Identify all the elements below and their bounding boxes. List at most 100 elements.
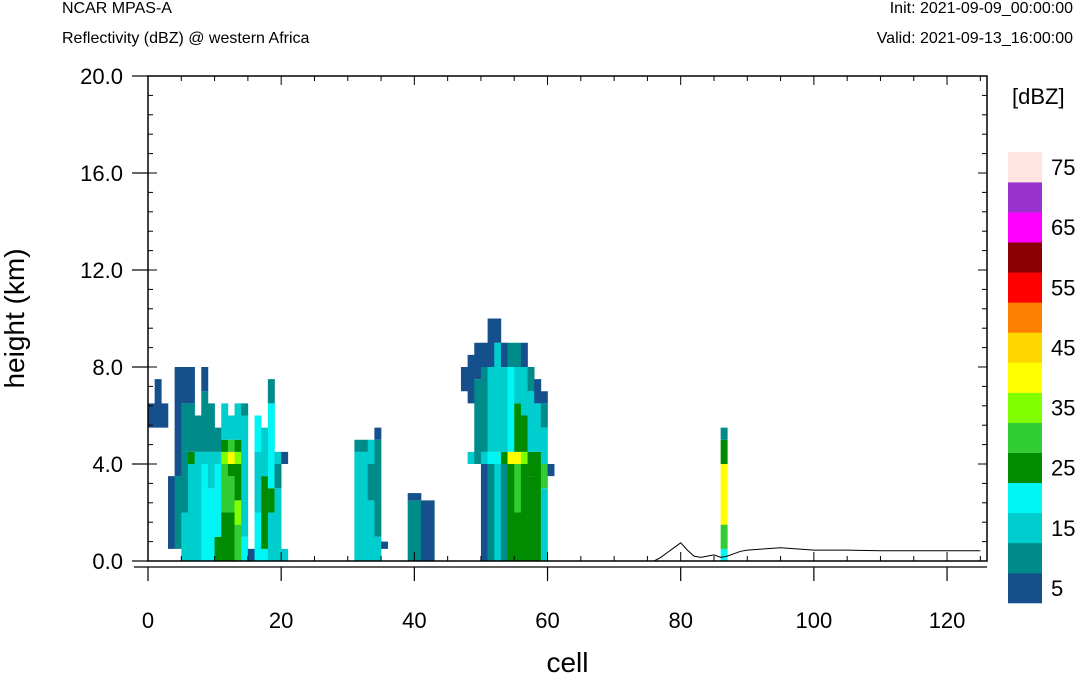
plot-frame (147, 75, 988, 562)
reflectivity-cell (514, 367, 522, 404)
colorbar-swatch (1008, 482, 1042, 514)
reflectivity-cell (161, 403, 169, 428)
reflectivity-cell (174, 367, 182, 477)
reflectivity-cell (241, 536, 249, 561)
reflectivity-cell (494, 318, 502, 343)
reflectivity-cell (187, 403, 195, 452)
reflectivity-cell (187, 367, 195, 404)
reflectivity-cell (507, 451, 515, 465)
reflectivity-cell (227, 512, 235, 561)
reflectivity-cell (181, 512, 189, 561)
colorbar-swatch (1008, 182, 1042, 213)
reflectivity-cell (487, 367, 495, 452)
colorbar-label: 75 (1051, 155, 1075, 180)
y-tick-label: 20.0 (80, 64, 123, 89)
reflectivity-cell (514, 403, 522, 452)
reflectivity-cell (467, 354, 475, 404)
colorbar-swatch (1008, 422, 1042, 453)
reflectivity-cell (241, 415, 249, 501)
reflectivity-cell (267, 403, 275, 489)
reflectivity-cell (194, 415, 202, 452)
reflectivity-cell (540, 488, 548, 561)
reflectivity-cell (261, 548, 269, 562)
colorbar-label: 55 (1051, 275, 1075, 300)
y-tick-label: 8.0 (92, 355, 123, 380)
reflectivity-cell (254, 512, 262, 561)
reflectivity-cell (221, 464, 229, 513)
reflectivity-cell (227, 464, 235, 477)
reflectivity-cell (500, 451, 508, 465)
valid-time: Valid: 2021-09-13_16:00:00 (876, 30, 1073, 47)
reflectivity-cell (514, 342, 522, 367)
reflectivity-cell (207, 451, 215, 489)
colorbar-swatch (1008, 272, 1042, 303)
reflectivity-cell (487, 318, 495, 367)
reflectivity-cell (214, 451, 222, 465)
colorbar-swatch (1008, 572, 1042, 604)
reflectivity-cell (267, 379, 275, 404)
reflectivity-cell (540, 427, 548, 465)
reflectivity-cell (221, 439, 229, 452)
reflectivity-cell (154, 379, 162, 428)
colorbar-label: 15 (1051, 516, 1075, 541)
reflectivity-cell (274, 464, 282, 489)
colorbar-swatch (1008, 242, 1042, 273)
colorbar-swatch (1008, 212, 1042, 243)
reflectivity-cell (367, 439, 375, 464)
reflectivity-cell (414, 500, 422, 562)
y-tick-label: 12.0 (80, 258, 123, 283)
x-tick-label: 120 (929, 608, 966, 633)
reflectivity-cell (227, 451, 235, 465)
reflectivity-cell (201, 464, 209, 561)
reflectivity-cell (427, 500, 435, 562)
reflectivity-cell (534, 451, 542, 465)
reflectivity-cell (361, 439, 369, 452)
reflectivity-cell (407, 500, 415, 562)
reflectivity-cell (507, 342, 515, 367)
reflectivity-cell (221, 451, 229, 465)
colorbar-swatch (1008, 152, 1042, 183)
reflectivity-cell (234, 524, 242, 562)
reflectivity-cell (407, 493, 415, 501)
x-tick-label: 40 (402, 608, 426, 633)
reflectivity-cell (527, 451, 535, 477)
y-tick-label: 0.0 (92, 549, 123, 574)
reflectivity-cell (480, 342, 488, 367)
colorbar-label: 25 (1051, 456, 1075, 481)
reflectivity-cell (194, 451, 202, 562)
colorbar-label: 35 (1051, 396, 1075, 421)
x-tick-label: 0 (142, 608, 154, 633)
reflectivity-cell (234, 403, 242, 440)
reflectivity-cell (361, 451, 369, 562)
reflectivity-cell (520, 451, 528, 465)
reflectivity-cell (201, 367, 209, 392)
reflectivity-cell (494, 451, 502, 465)
reflectivity-cell (221, 512, 229, 561)
x-axis-title: cell (546, 647, 588, 677)
colorbar-swatch (1008, 392, 1042, 423)
reflectivity-cell (181, 451, 189, 513)
reflectivity-cell (507, 367, 515, 452)
reflectivity-cell (514, 464, 522, 513)
reflectivity-cell (227, 415, 235, 440)
colorbar-swatch (1008, 542, 1042, 574)
reflectivity-cell (480, 367, 488, 452)
reflectivity-cell (474, 342, 482, 380)
reflectivity-cell (267, 488, 275, 513)
reflectivity-cell (534, 403, 542, 452)
reflectivity-cell (467, 451, 475, 465)
reflectivity-cell (514, 451, 522, 465)
reflectivity-cell (241, 403, 249, 416)
reflectivity-cell (374, 536, 382, 561)
figure-title: NCAR MPAS-A (62, 0, 172, 17)
reflectivity-cell (514, 512, 522, 561)
reflectivity-cell (720, 464, 728, 525)
reflectivity-cell (507, 464, 515, 561)
reflectivity-cell (187, 464, 195, 561)
colorbar-label: 45 (1051, 335, 1075, 360)
reflectivity-cell (500, 464, 508, 561)
colorbar: 5 15 25 35 45 55 65 75 (1008, 152, 1075, 604)
reflectivity-cell (214, 536, 222, 561)
reflectivity-cell (547, 464, 555, 477)
